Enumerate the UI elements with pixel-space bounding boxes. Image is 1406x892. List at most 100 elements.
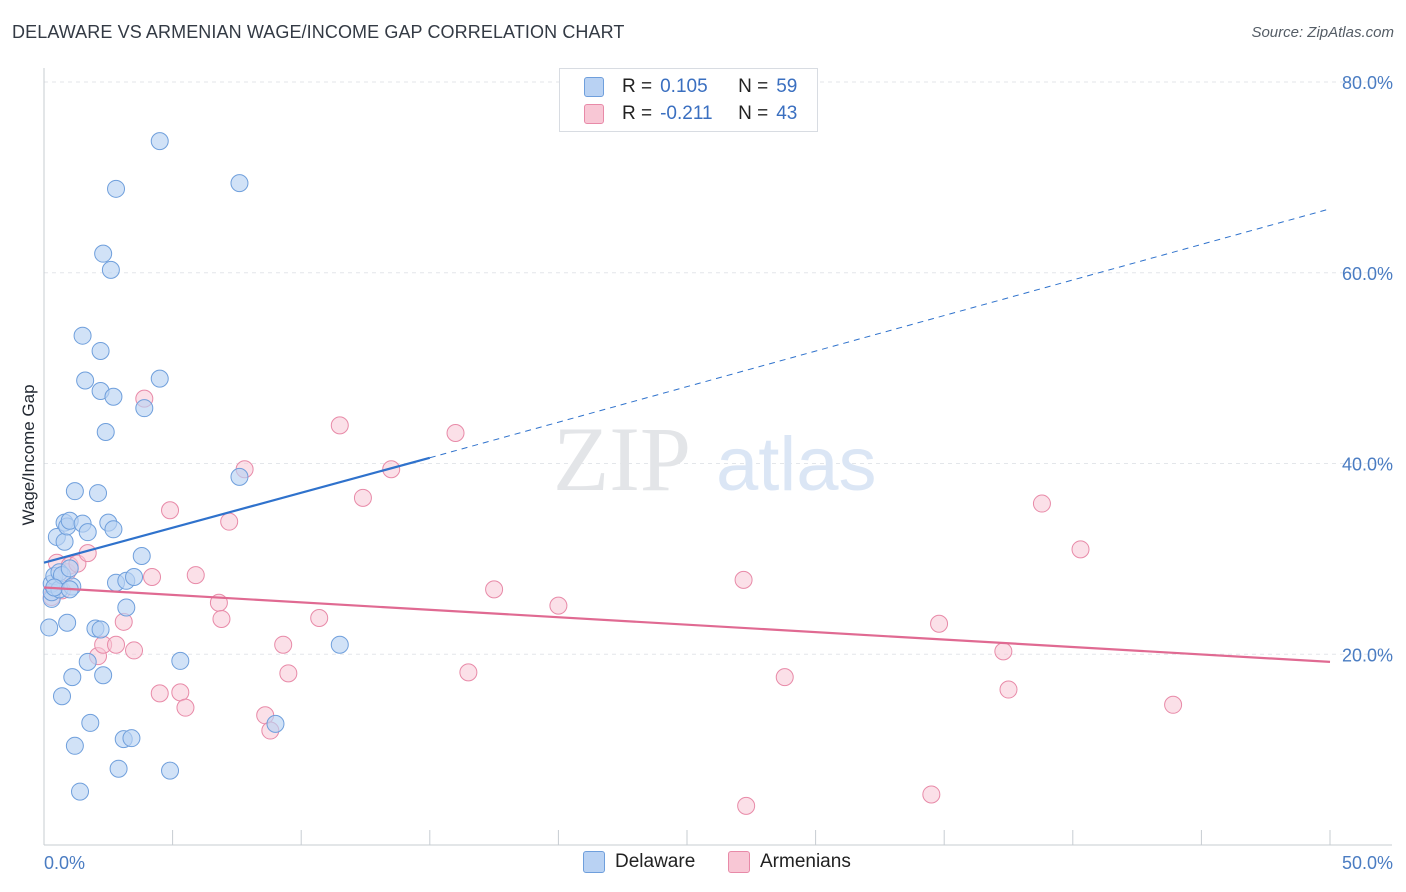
- delaware-point: [76, 371, 95, 390]
- bottom-legend-swatch-armenians: [728, 851, 750, 873]
- delaware-point: [125, 567, 144, 586]
- delaware-point: [63, 668, 82, 687]
- delaware-point: [117, 598, 136, 617]
- legend-n-label: N =: [738, 103, 769, 124]
- y-tick-label: 80.0%: [1342, 73, 1393, 93]
- armenians-point: [1032, 494, 1051, 513]
- armenians-point: [999, 680, 1018, 699]
- delaware-point: [230, 467, 249, 486]
- armenians-point: [150, 684, 169, 703]
- delaware-point: [150, 369, 169, 388]
- x-tick-label: 50.0%: [1342, 853, 1393, 873]
- y-tick-label: 60.0%: [1342, 264, 1393, 284]
- legend-swatch-delaware: [584, 77, 604, 97]
- armenians-point: [125, 641, 144, 660]
- armenians-point: [930, 614, 949, 633]
- delaware-point: [94, 666, 113, 685]
- delaware-point: [122, 729, 141, 748]
- delaware-point: [60, 559, 79, 578]
- legend-row-armenians: R = -0.211 N = 43: [584, 101, 798, 127]
- delaware-point: [78, 652, 97, 671]
- delaware-point: [266, 714, 285, 733]
- legend-swatch-armenians: [584, 104, 604, 124]
- delaware-point: [58, 613, 77, 632]
- armenians-point: [549, 596, 568, 615]
- delaware-point: [104, 520, 123, 539]
- delaware-point: [89, 484, 108, 503]
- delaware-point: [91, 341, 110, 360]
- legend-r-value-armenians: -0.211: [660, 103, 713, 124]
- tick-labels: 20.0% 40.0% 60.0% 80.0% 0.0% 50.0%: [44, 73, 1393, 873]
- armenians-trend-line: [43, 586, 1331, 663]
- armenians-point: [212, 609, 231, 628]
- delaware-point: [91, 620, 110, 639]
- chart-title: DELAWARE VS ARMENIAN WAGE/INCOME GAP COR…: [12, 22, 625, 42]
- gridlines: [44, 81, 1392, 655]
- delaware-point: [53, 687, 72, 706]
- delaware-point: [101, 260, 120, 279]
- armenians-point: [161, 501, 180, 520]
- source-label: Source: ZipAtlas.com: [1251, 24, 1394, 41]
- delaware-point: [104, 387, 123, 406]
- armenians-point: [459, 663, 478, 682]
- delaware-trend-line: [43, 456, 431, 564]
- armenians-point: [485, 580, 504, 599]
- armenians-point: [994, 642, 1013, 661]
- series-armenians-points: [42, 389, 1183, 815]
- watermark-atlas: atlas: [716, 422, 877, 507]
- armenians-point: [107, 635, 126, 654]
- delaware-trend-extension: [429, 208, 1331, 459]
- delaware-point: [81, 713, 100, 732]
- delaware-point: [330, 635, 349, 654]
- legend-n-value-delaware: 59: [776, 76, 798, 97]
- y-axis-label: Wage/Income Gap: [19, 384, 38, 525]
- armenians-point: [176, 698, 195, 717]
- delaware-point: [65, 736, 84, 755]
- delaware-point: [78, 523, 97, 542]
- bottom-legend-label-armenians: Armenians: [760, 851, 851, 872]
- armenians-point: [274, 635, 293, 654]
- armenians-point: [186, 566, 205, 585]
- delaware-point: [132, 547, 151, 566]
- armenians-point: [1164, 695, 1183, 714]
- delaware-point: [71, 782, 90, 801]
- legend-r-value-delaware: 0.105: [660, 76, 708, 97]
- armenians-point: [310, 609, 329, 628]
- y-tick-label: 40.0%: [1342, 455, 1393, 475]
- stats-legend: R = 0.105 N = 59 R = -0.211 N = 43: [559, 68, 818, 132]
- armenians-point: [279, 664, 298, 683]
- bottom-legend-armenians: Armenians: [728, 851, 851, 873]
- axes: [43, 68, 1392, 846]
- series-delaware-points: [40, 132, 349, 801]
- legend-n-label: N =: [738, 76, 769, 97]
- delaware-point: [171, 651, 190, 670]
- delaware-point: [96, 423, 115, 442]
- armenians-point: [922, 785, 941, 804]
- delaware-point: [94, 244, 113, 263]
- delaware-point: [230, 174, 249, 193]
- delaware-point: [107, 179, 126, 198]
- watermark-zip: ZIP: [553, 408, 691, 510]
- legend-r-label: R =: [622, 76, 653, 97]
- armenians-point: [1071, 540, 1090, 559]
- armenians-point: [737, 796, 756, 815]
- delaware-point: [73, 326, 92, 345]
- delaware-point: [109, 759, 128, 778]
- armenians-point: [734, 570, 753, 589]
- armenians-point: [775, 668, 794, 687]
- bottom-legend-label-delaware: Delaware: [615, 851, 696, 872]
- armenians-point: [171, 683, 190, 702]
- x-tick-label: 0.0%: [44, 853, 85, 873]
- legend-n-value-armenians: 43: [776, 103, 798, 124]
- delaware-point: [150, 132, 169, 151]
- armenians-point: [143, 567, 162, 586]
- delaware-point: [40, 618, 59, 637]
- delaware-point: [135, 399, 154, 418]
- armenians-point: [446, 423, 465, 442]
- trend-lines: [43, 208, 1331, 663]
- legend-r-label: R =: [622, 103, 653, 124]
- armenians-point: [353, 488, 372, 507]
- bottom-legend-swatch-delaware: [583, 851, 605, 873]
- armenians-point: [330, 416, 349, 435]
